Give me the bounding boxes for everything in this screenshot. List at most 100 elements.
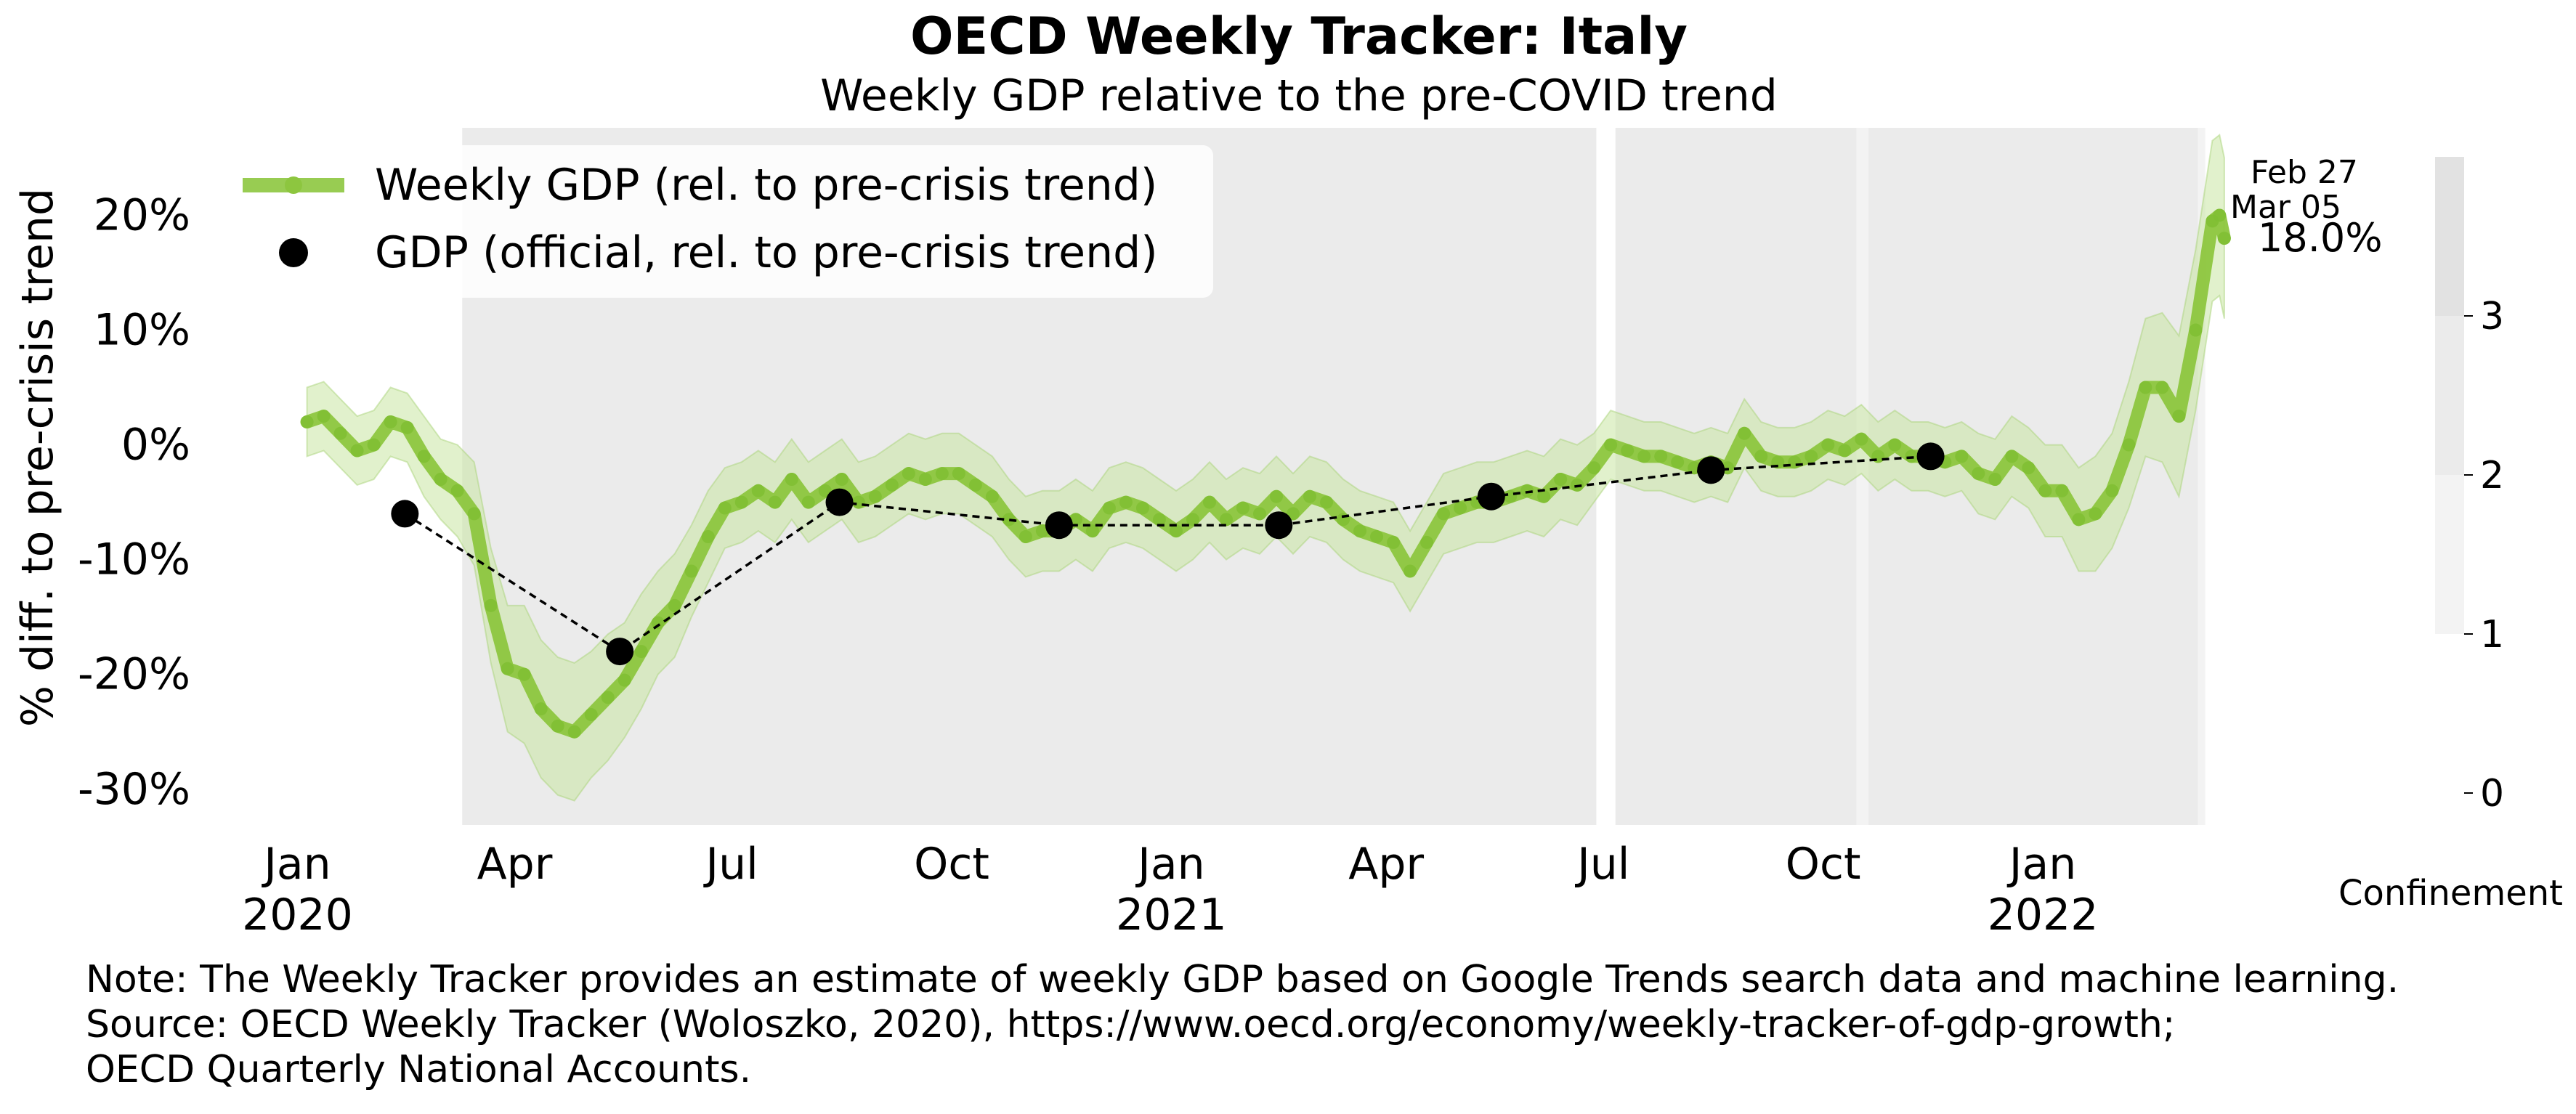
- annotation-date-2: Mar 05: [2230, 189, 2341, 226]
- weekly-gdp-point: [1420, 535, 1434, 549]
- official-gdp-point: [1265, 511, 1293, 540]
- weekly-gdp-point: [1219, 513, 1233, 526]
- weekly-gdp-point: [1186, 513, 1199, 526]
- weekly-gdp-point: [1654, 450, 1668, 463]
- weekly-gdp-point: [484, 598, 498, 612]
- weekly-gdp-point: [734, 495, 748, 509]
- weekly-gdp-point: [534, 702, 548, 716]
- weekly-gdp-point: [1119, 495, 1133, 509]
- note-line-2: Source: OECD Weekly Tracker (Woloszko, 2…: [86, 1003, 2176, 1046]
- x-tick-year-label: 2022: [1988, 890, 2099, 940]
- weekly-gdp-point: [317, 410, 331, 423]
- weekly-gdp-point: [1805, 450, 1818, 463]
- official-gdp-point: [1477, 482, 1505, 511]
- weekly-gdp-point: [1253, 507, 1267, 521]
- annotation-date-1: Feb 27: [2251, 154, 2358, 191]
- weekly-gdp-point: [1303, 489, 1317, 503]
- weekly-gdp-point: [835, 473, 848, 486]
- weekly-gdp-point: [1788, 455, 1802, 469]
- legend-official-swatch: [279, 238, 308, 267]
- weekly-gdp-point: [2089, 507, 2102, 521]
- x-tick-label: Jul: [1574, 839, 1629, 890]
- confinement-period-5: [2198, 128, 2206, 825]
- official-gdp-series: [391, 442, 1945, 666]
- weekly-gdp-point: [952, 467, 965, 481]
- weekly-gdp-point: [400, 420, 414, 434]
- weekly-gdp-point: [885, 478, 899, 492]
- annotation-value: 18.0%: [2258, 215, 2383, 261]
- x-tick-label: Apr: [1348, 839, 1424, 890]
- x-tick-label: Oct: [1786, 839, 1861, 890]
- weekly-gdp-point: [1370, 530, 1384, 544]
- weekly-gdp-point: [1587, 461, 1601, 475]
- colorbar-tick-label: 3: [2480, 295, 2504, 338]
- y-tick-label: -30%: [78, 764, 190, 815]
- chart-title: OECD Weekly Tracker: Italy: [910, 7, 1688, 66]
- x-tick-label: Jul: [702, 839, 758, 890]
- weekly-gdp-point: [1621, 444, 1635, 458]
- y-tick-label: 20%: [94, 190, 190, 240]
- weekly-gdp-point: [718, 501, 732, 515]
- weekly-gdp-point: [785, 473, 798, 486]
- colorbar-tick-label: 1: [2480, 613, 2504, 656]
- weekly-gdp-point: [1135, 501, 1149, 515]
- weekly-gdp-point: [417, 450, 431, 463]
- weekly-gdp-point: [1888, 438, 1902, 452]
- weekly-gdp-point: [1838, 444, 1852, 458]
- weekly-gdp-point: [300, 415, 314, 428]
- legend: Weekly GDP (rel. to pre-crisis trend) GD…: [231, 145, 1213, 298]
- weekly-gdp-point: [2139, 381, 2152, 394]
- legend-official-label: GDP (official, rel. to pre-crisis trend): [375, 227, 1158, 278]
- official-gdp-point: [1916, 442, 1945, 471]
- weekly-gdp-point: [902, 467, 915, 481]
- weekly-gdp-point: [1437, 507, 1451, 521]
- weekly-gdp-point: [2122, 438, 2136, 452]
- x-tick-year-label: 2020: [242, 890, 353, 940]
- weekly-gdp-point: [1671, 455, 1685, 469]
- weekly-gdp-point: [1972, 467, 1985, 481]
- weekly-gdp-point: [367, 438, 381, 452]
- weekly-gdp-point: [350, 444, 364, 458]
- weekly-gdp-point: [701, 530, 715, 544]
- confinement-colorbar: 0 1 2 3: [2435, 157, 2504, 816]
- x-tick-year-label: 2021: [1116, 890, 1227, 940]
- x-tick-label: Jan: [2006, 839, 2077, 890]
- weekly-gdp-point: [2005, 450, 2019, 463]
- weekly-gdp-point: [1152, 513, 1166, 526]
- weekly-gdp-point: [450, 484, 464, 497]
- weekly-gdp-point: [2038, 484, 2052, 497]
- colorbar-tick-label: 2: [2480, 454, 2504, 497]
- weekly-gdp-point: [1637, 450, 1651, 463]
- legend-weekly-label: Weekly GDP (rel. to pre-crisis trend): [375, 160, 1157, 211]
- weekly-gdp-point: [2213, 208, 2227, 222]
- weekly-gdp-point: [2189, 323, 2203, 337]
- y-tick-label: -10%: [78, 534, 190, 585]
- weekly-gdp-point: [567, 725, 581, 739]
- weekly-gdp-point: [551, 719, 564, 733]
- weekly-gdp-point: [1604, 438, 1618, 452]
- official-gdp-point: [1697, 456, 1725, 484]
- x-tick-label: Jan: [261, 839, 331, 890]
- official-gdp-point: [825, 488, 854, 516]
- official-gdp-point: [1045, 511, 1073, 540]
- x-tick-label: Apr: [477, 839, 553, 890]
- official-gdp-point: [391, 500, 419, 528]
- weekly-gdp-point: [333, 426, 347, 440]
- weekly-gdp-point: [601, 691, 615, 704]
- footnote: Note: The Weekly Tracker provides an est…: [86, 957, 2399, 1092]
- weekly-gdp-point: [617, 673, 631, 687]
- official-gdp-line: [404, 455, 1931, 654]
- weekly-gdp-point: [1353, 524, 1367, 538]
- colorbar-segment-2: [2435, 316, 2464, 475]
- weekly-gdp-point: [868, 489, 882, 503]
- y-tick-label: 0%: [121, 420, 190, 471]
- weekly-gdp-point: [2155, 381, 2169, 394]
- weekly-gdp-point: [1554, 473, 1568, 486]
- weekly-gdp-point: [1738, 426, 1751, 440]
- weekly-gdp-point: [1537, 489, 1551, 503]
- y-tick-labels: 20% 10% 0% -10% -20% -30%: [78, 190, 190, 814]
- weekly-gdp-point: [968, 478, 982, 492]
- weekly-gdp-point: [935, 467, 949, 481]
